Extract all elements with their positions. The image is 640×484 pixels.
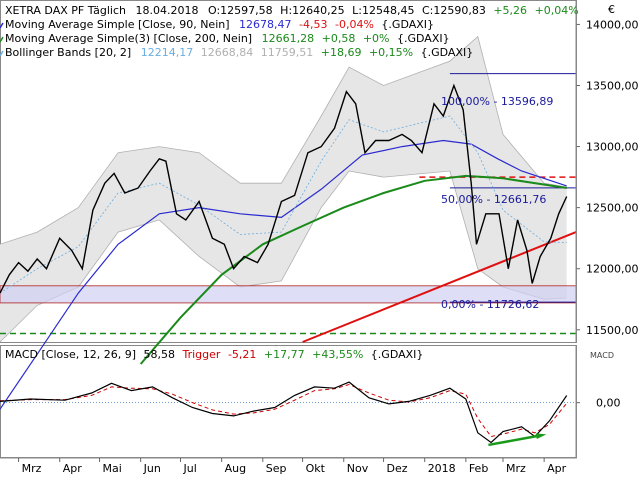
bollinger-upper-line xyxy=(0,35,567,245)
fib-0-label: 0,00% - 11726,62 xyxy=(441,298,539,311)
price-legend: XETRA DAX PF Täglich 18.04.2018 O:12597,… xyxy=(0,4,579,59)
x-tick-label: Apr xyxy=(63,462,83,475)
macd-legend: MACD [Close, 12, 26, 9] 58,58 Trigger -5… xyxy=(5,348,614,361)
price-background-layer xyxy=(0,35,577,343)
momentum-arrow xyxy=(488,434,542,447)
x-tick-label: Jun xyxy=(143,462,161,475)
price-y-tick-label: 12500,00 xyxy=(586,202,639,215)
x-tick-label: 2018 xyxy=(428,462,456,475)
x-tick-label: Mrz xyxy=(22,462,42,475)
price-y-tick-label: 12000,00 xyxy=(586,263,639,276)
x-tick-label: Mrz xyxy=(506,462,526,475)
price-y-tick-label: 13500,00 xyxy=(586,80,639,93)
bollinger-band-fill xyxy=(0,36,567,342)
ma90-line xyxy=(0,139,567,410)
legend-line-macd: MACD [Close, 12, 26, 9] 58,58 Trigger -5… xyxy=(5,348,423,361)
fib-50-label: 50,00% - 12661,76 xyxy=(441,193,546,206)
macd-panel-frame xyxy=(0,345,577,458)
macd-y-tick-label: 0,00 xyxy=(596,397,621,410)
price-y-tick-label: 14000,00 xyxy=(586,18,639,31)
macd-axis-title: MACD xyxy=(590,351,614,360)
x-tick-label: Okt xyxy=(306,462,326,475)
x-tick-label: Aug xyxy=(225,462,246,475)
price-annotation-layer: 100,00% - 13596,89 50,00% - 12661,76 0,0… xyxy=(441,95,553,311)
x-tick-label: Nov xyxy=(347,462,369,475)
momentum-arrow-head xyxy=(535,433,547,440)
price-line xyxy=(0,83,568,294)
legend-line-price: XETRA DAX PF Täglich 18.04.2018 O:12597,… xyxy=(5,4,579,17)
x-tick-label: Feb xyxy=(469,462,488,475)
macd-line xyxy=(0,381,568,444)
x-tick-label: Apr xyxy=(547,462,567,475)
currency-mark: € xyxy=(608,3,615,16)
ma200-line xyxy=(139,174,567,365)
x-tick-label: Jul xyxy=(182,462,196,475)
legend-line-ma200: Moving Average Simple(3) [Close, 200, Ne… xyxy=(5,32,450,45)
trigger-line xyxy=(0,383,568,438)
price-y-tick-label: 13000,00 xyxy=(586,141,639,154)
x-tick-label: Sep xyxy=(266,462,287,475)
legend-swatch-bollinger xyxy=(0,50,4,57)
price-lines-layer xyxy=(0,73,577,410)
axis-layer: 14000,00 13500,00 13000,00 12500,00 12000,00… xyxy=(18,0,639,475)
bollinger-lower-line xyxy=(0,170,567,343)
bollinger-mid-line xyxy=(0,115,567,294)
price-y-tick-label: 11500,00 xyxy=(586,324,639,337)
legend-line-bollinger: Bollinger Bands [20, 2] 12214,17 12668,8… xyxy=(5,46,473,59)
macd-layer: 0,00 xyxy=(0,381,621,447)
fib-100-label: 100,00% - 13596,89 xyxy=(441,95,553,108)
legend-swatch-ma200 xyxy=(0,36,4,43)
uptrend-line xyxy=(302,231,577,343)
legend-swatch-ma90 xyxy=(0,22,4,29)
x-tick-label: Dez xyxy=(387,462,408,475)
x-tick-label: Mai xyxy=(103,462,122,475)
legend-line-ma90: Moving Average Simple [Close, 90, Nein] … xyxy=(5,18,434,31)
